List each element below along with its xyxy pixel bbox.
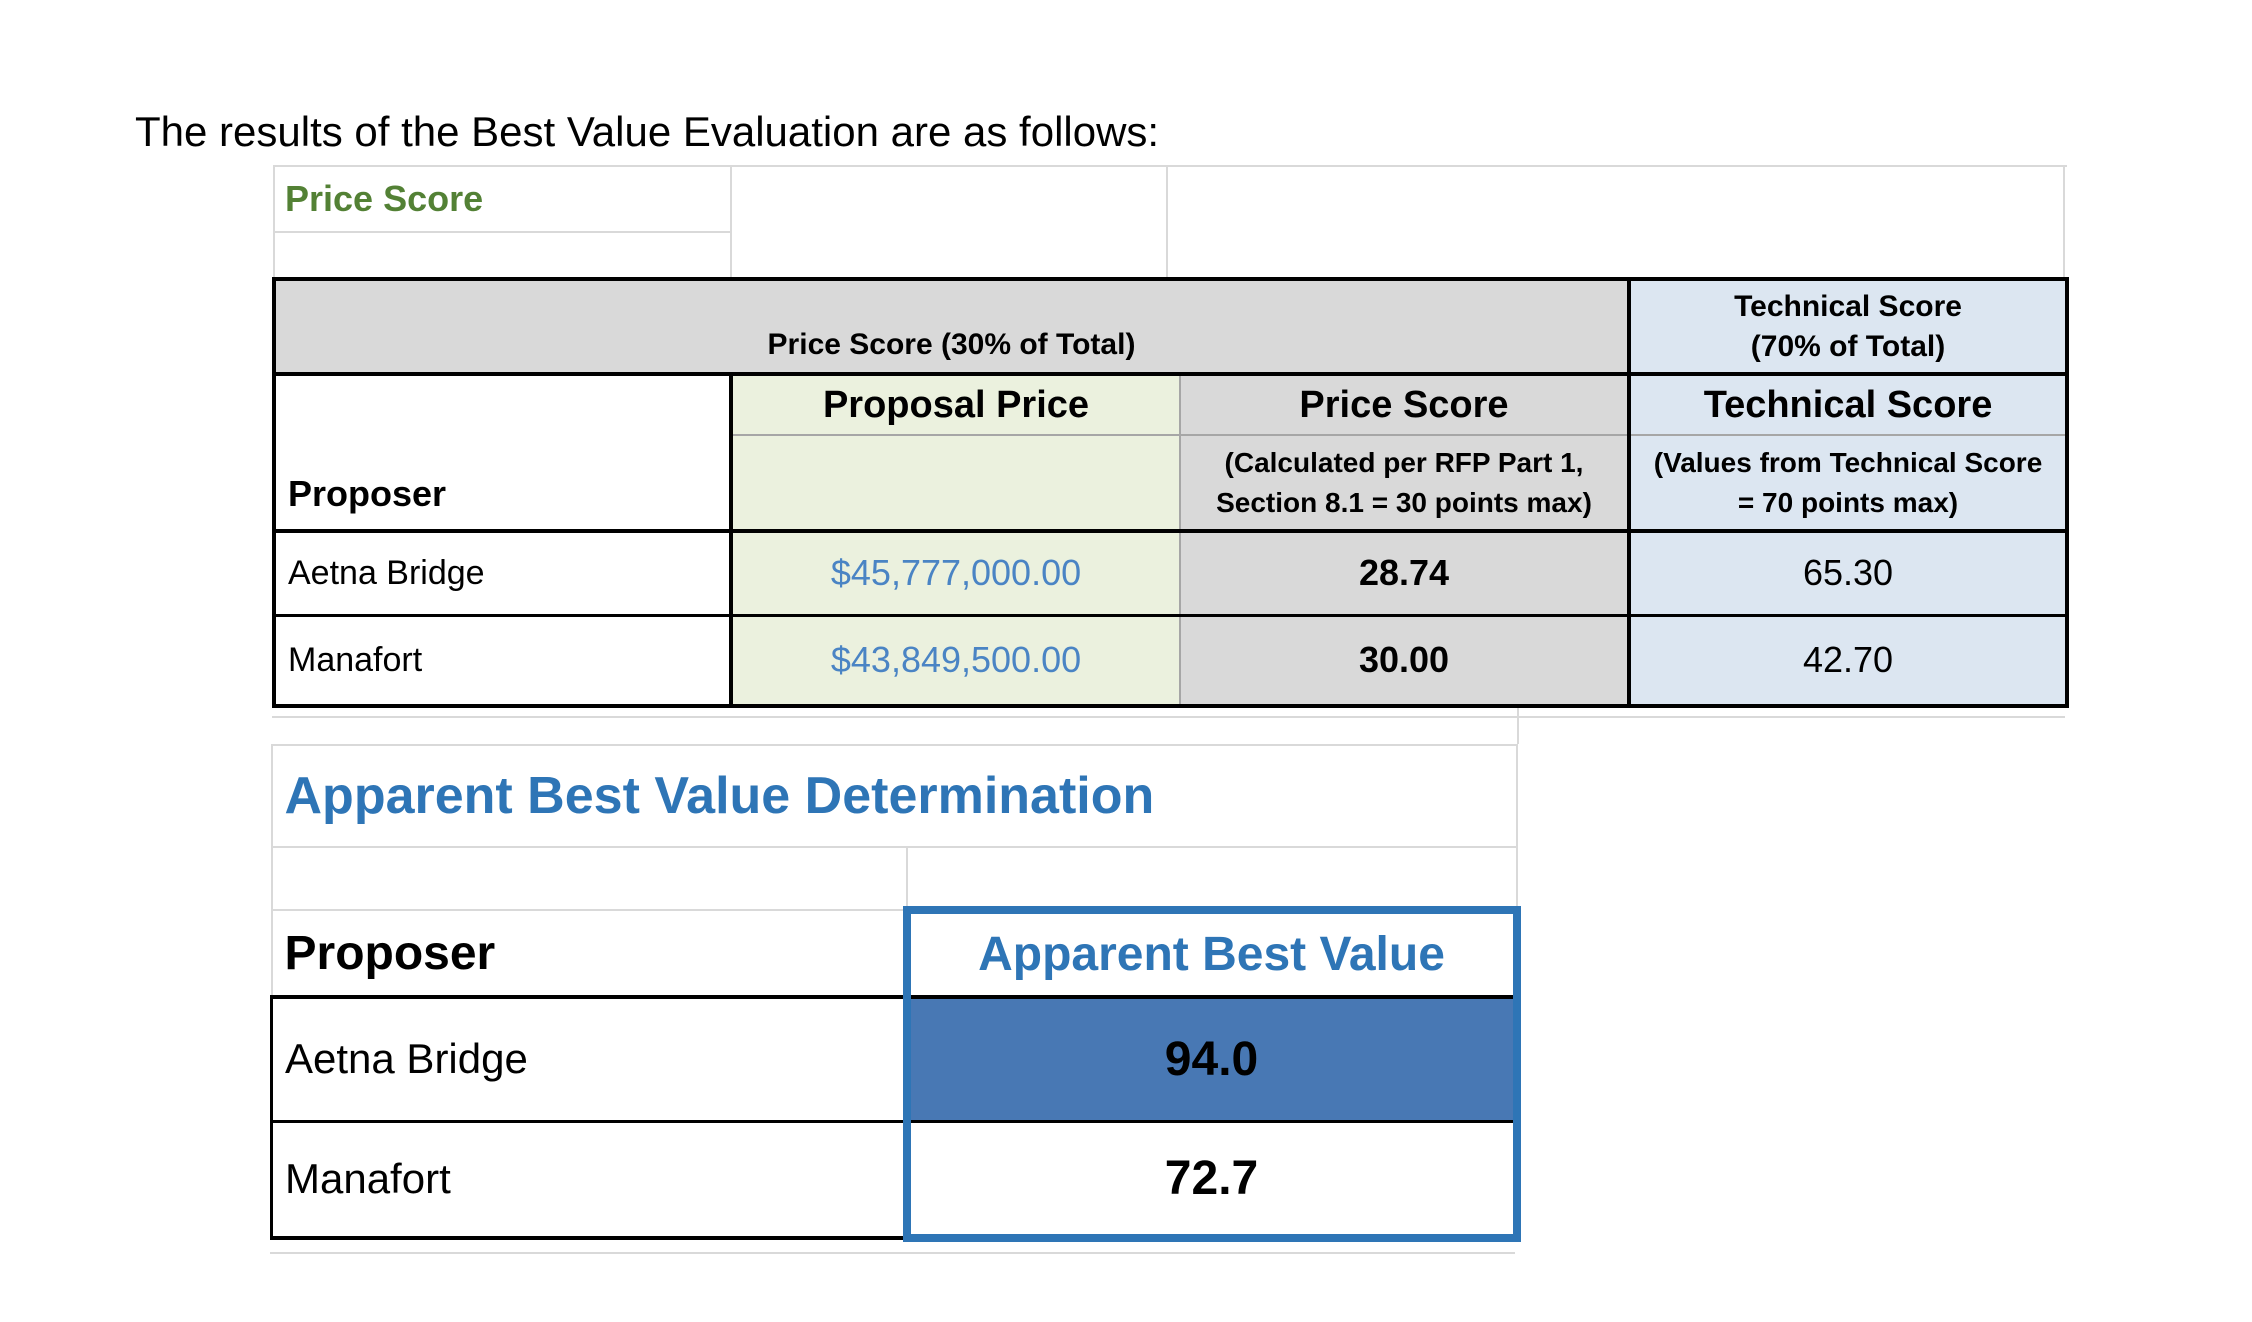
proposer-header-label: Proposer [288,473,447,514]
table-row: Aetna Bridge $45,777,000.00 28.74 65.30 [272,531,2070,617]
empty-cell [270,847,908,911]
proposal-price-header-cell: Proposal Price [729,374,1180,436]
technical-score-header-label: Technical Score [1703,383,1993,426]
best-value-cell: 94.0 [902,997,1521,1123]
price-group-header-cell: Price Score (30% of Total) [272,277,1631,376]
sheet-title: Price Score [285,178,484,219]
price-score-note-line1: (Calculated per RFP Part 1, [1224,446,1584,478]
technical-group-label-line2: (70% of Total) [1750,329,1946,363]
proposal-price-cell: $45,777,000.00 [729,531,1180,617]
best-value-cell: 72.7 [902,1121,1521,1242]
sheet-title-row: Price Score [273,165,2068,233]
price-score-cell: 28.74 [1179,531,1629,617]
price-score-header-cell: Price Score [1179,374,1629,436]
table-row: Manafort 72.7 [270,1121,1521,1242]
price-group-label: Price Score (30% of Total) [767,328,1136,361]
proposal-price-header-label: Proposal Price [822,383,1090,426]
apparent-best-value-header-cell: Apparent Best Value [902,906,1521,999]
empty-cell [906,847,1518,911]
apparent-best-value-header-label: Apparent Best Value [978,928,1445,981]
technical-score-note-line2: = 70 points max) [1737,486,1959,518]
proposer-header-label: Proposer [284,926,496,980]
intro-text: The results of the Best Value Evaluation… [135,108,1160,155]
spacer-row [270,847,1518,911]
gridline-vertical [1517,700,1519,744]
column-note-row: (Calculated per RFP Part 1, Section 8.1 … [274,435,2070,533]
gridline-horizontal [272,716,2065,718]
price-score-table: Price Score Price Score (30% of Total) T… [272,165,2070,708]
proposer-cell: Aetna Bridge [272,531,731,617]
column-header-row: Proposer Apparent Best Value [270,906,1521,999]
table-row: Aetna Bridge 94.0 [270,997,1521,1123]
price-score-cell: 30.00 [1179,615,1629,708]
proposer-cell: Aetna Bridge [270,997,907,1123]
proposer-header-cell: Proposer [270,910,907,999]
technical-score-header-cell: Technical Score [1626,374,2070,436]
technical-group-label-line1: Technical Score [1734,289,1962,323]
technical-score-note-line1: (Values from Technical Score [1653,446,2043,478]
group-header-row: Price Score (30% of Total) Technical Sco… [272,277,2070,376]
technical-score-cell: 42.70 [1626,615,2070,708]
best-value-title-cell: Apparent Best Value Determination [270,744,1518,848]
gridline-horizontal [270,1252,1515,1254]
proposal-price-cell: $43,849,500.00 [729,615,1180,708]
empty-cell [273,232,732,279]
price-score-header-label: Price Score [1299,383,1509,426]
proposer-cell: Manafort [270,1121,907,1240]
technical-score-cell: 65.30 [1626,531,2070,617]
table-title-row: Apparent Best Value Determination [270,744,1518,848]
empty-cell [731,165,2068,232]
table-row: Manafort $43,849,500.00 30.00 42.70 [272,615,2070,708]
price-score-note-cell: (Calculated per RFP Part 1, Section 8.1 … [1179,435,1629,533]
empty-cell [731,232,2067,279]
price-score-note-line2: Section 8.1 = 30 points max) [1216,486,1592,518]
proposer-header-cell: Proposer [272,374,731,533]
spacer-row [273,232,2067,279]
best-value-table: Apparent Best Value Determination Propos… [270,744,1521,1242]
proposal-price-note-cell [729,435,1180,533]
sheet-title-cell: Price Score [273,165,732,233]
column-header-row: Proposer Proposal Price Price Score Tech… [272,374,2070,533]
technical-score-note-cell: (Values from Technical Score = 70 points… [1626,435,2070,533]
best-value-title: Apparent Best Value Determination [284,767,1155,825]
proposer-cell: Manafort [272,615,731,708]
technical-group-header-cell: Technical Score (70% of Total) [1626,277,2070,376]
